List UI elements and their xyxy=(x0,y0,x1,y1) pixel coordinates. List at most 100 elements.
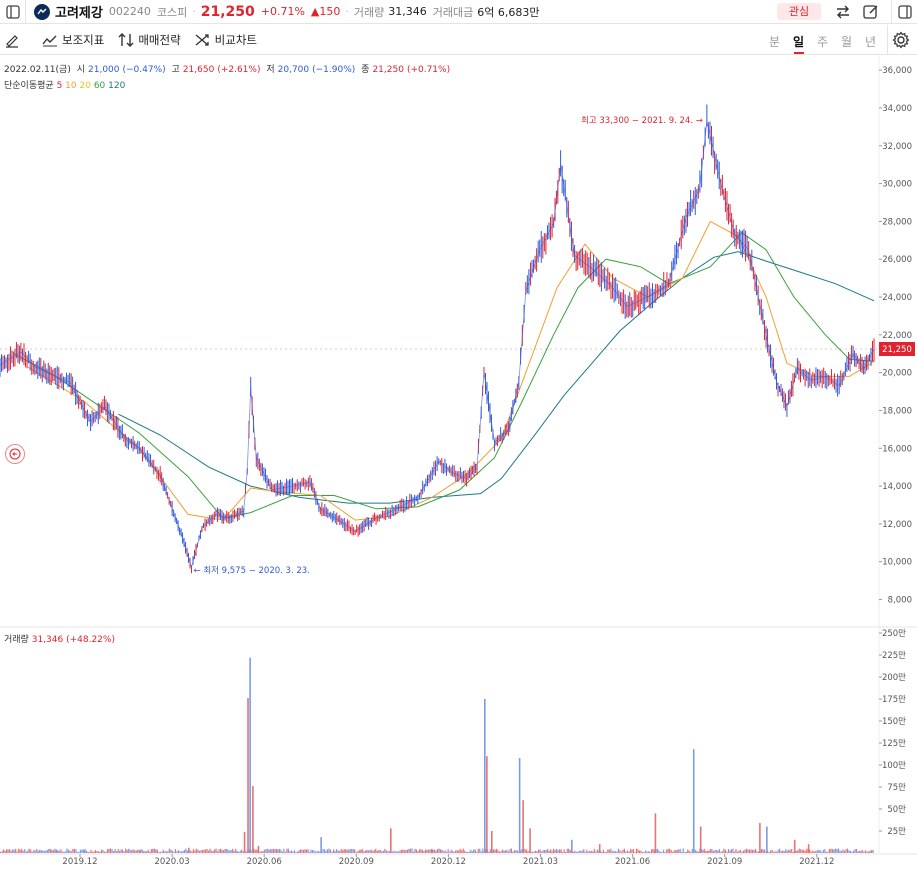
settings-gear-icon[interactable] xyxy=(892,31,910,49)
volume-bar xyxy=(626,850,629,853)
volume-spike-bar xyxy=(486,756,488,853)
volume-bar xyxy=(565,851,567,853)
volume-bar xyxy=(301,849,303,853)
volume-bar xyxy=(699,848,701,853)
volume-bar xyxy=(120,849,122,853)
volume-bar xyxy=(314,851,317,853)
volume-bar xyxy=(839,850,841,853)
volume-bar xyxy=(572,851,574,853)
volume-bar xyxy=(43,850,45,853)
volume-bar xyxy=(748,849,751,853)
volume-bar xyxy=(197,849,199,853)
volume-bar xyxy=(753,849,755,853)
volume-bar xyxy=(818,849,820,853)
volume-bar xyxy=(730,849,733,853)
swap-icon[interactable] xyxy=(834,3,852,21)
volume-bar xyxy=(727,848,730,853)
period-tab-month[interactable]: 월 xyxy=(841,35,853,49)
volume-bar xyxy=(1,850,3,853)
volume-bar xyxy=(119,850,121,853)
volume-bar xyxy=(629,849,632,853)
period-tab-day[interactable]: 일 xyxy=(793,35,805,49)
volume-bar xyxy=(497,849,499,853)
volume-bar xyxy=(192,849,195,853)
volume-bar xyxy=(415,849,418,853)
volume-bar xyxy=(492,849,494,853)
volume-bar xyxy=(42,850,44,853)
volume-bar xyxy=(403,850,406,853)
volume-bar xyxy=(723,848,725,853)
volume-bar xyxy=(433,849,436,853)
edit-icon[interactable] xyxy=(862,3,880,21)
period-tab-minute[interactable]: 분 xyxy=(769,35,781,49)
indicator-icon xyxy=(42,35,57,46)
volume-bar xyxy=(27,850,29,853)
scroll-to-start-button[interactable] xyxy=(5,444,25,464)
x-tick-label: 2021.06 xyxy=(615,857,650,867)
volume-bar xyxy=(690,851,692,853)
volume-bar xyxy=(220,848,222,853)
volume-bar xyxy=(861,850,864,853)
volume-bar xyxy=(816,850,818,853)
period-tab-year[interactable]: 년 xyxy=(865,35,877,49)
volume-bar xyxy=(376,850,378,853)
volume-bar xyxy=(406,849,409,853)
volume-bar xyxy=(744,849,746,853)
volume-spike-bar xyxy=(236,852,239,853)
volume-bar xyxy=(388,851,390,853)
price-tick-label: 12,000 xyxy=(882,520,912,530)
volume-bar xyxy=(195,848,198,853)
volume-bar xyxy=(366,850,368,853)
volume-bar xyxy=(93,851,95,853)
volume-bar xyxy=(842,849,844,853)
volume-bar xyxy=(803,849,805,853)
volume-bar xyxy=(218,849,220,853)
volume-bar xyxy=(10,850,12,853)
volume-bar xyxy=(507,851,510,853)
volume-bar xyxy=(782,850,784,853)
volume-bar xyxy=(536,851,538,853)
volume-bar xyxy=(864,850,867,853)
volume-bar xyxy=(343,849,345,853)
panel-toggle-icon[interactable] xyxy=(891,0,917,24)
price-chart[interactable]: 8,000 10,000 12,000 14,000 16,000 18,000 20,00… xyxy=(0,55,917,870)
volume-bar xyxy=(757,851,760,853)
volume-bar xyxy=(779,848,781,853)
volume-bar xyxy=(128,848,130,853)
indicator-button[interactable]: 보조지표 xyxy=(42,32,104,48)
volume-bar xyxy=(452,850,454,853)
volume-bar xyxy=(660,851,662,853)
volume-bar xyxy=(305,849,308,853)
compare-button[interactable]: 비교차트 xyxy=(195,32,257,48)
volume-bar xyxy=(684,851,686,853)
ma5-label: 5 xyxy=(56,81,63,91)
volume-bar xyxy=(650,849,653,853)
volume-bar xyxy=(216,851,219,853)
volume-bar xyxy=(6,849,8,853)
volume-bar xyxy=(373,849,375,853)
volume-bar xyxy=(471,851,473,853)
volume-bar xyxy=(720,851,722,853)
ma-legend: 단순이동평균 5 10 20 60 120 xyxy=(4,78,125,91)
volume-bar xyxy=(280,849,282,853)
volume-bar xyxy=(179,851,181,853)
period-tab-week[interactable]: 주 xyxy=(817,35,829,49)
x-tick-label: 2020.09 xyxy=(339,857,374,867)
sidebar-toggle-icon[interactable] xyxy=(0,0,26,24)
volume-bar xyxy=(697,851,699,853)
volume-bar xyxy=(653,849,656,853)
draw-tool-icon[interactable] xyxy=(4,32,24,48)
volume-bar xyxy=(129,849,131,853)
volume-bar xyxy=(813,851,815,853)
volume-bar xyxy=(254,849,256,853)
strategy-button[interactable]: 매매전략 xyxy=(118,32,181,48)
volume-bar xyxy=(73,848,76,853)
favorite-button[interactable]: 관심 xyxy=(777,3,821,20)
volume-bar xyxy=(63,851,65,853)
volume-tick-label: 175만 xyxy=(882,695,906,705)
volume-bar xyxy=(382,850,384,853)
volume-spike-bar xyxy=(139,851,141,853)
volume-bar xyxy=(173,851,175,853)
volume-bar xyxy=(480,851,482,853)
volume-bar xyxy=(534,850,537,853)
